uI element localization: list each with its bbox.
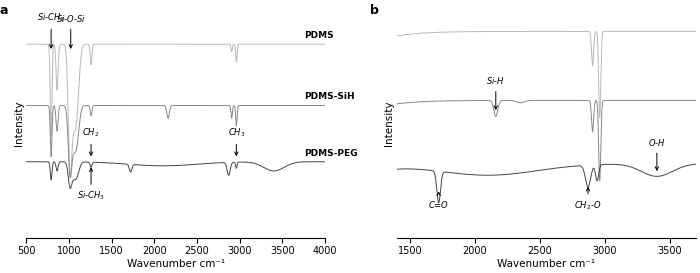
Text: $Si$-$CH_3$: $Si$-$CH_3$	[77, 168, 105, 202]
Text: a: a	[0, 4, 8, 17]
Text: $Si$-$O$-$Si$: $Si$-$O$-$Si$	[56, 13, 85, 48]
Text: $C$=$O$: $C$=$O$	[428, 192, 449, 210]
Text: $CH_2$-$O$: $CH_2$-$O$	[574, 188, 602, 212]
Text: $Si$-$CH_3$: $Si$-$CH_3$	[37, 11, 65, 48]
X-axis label: Wavenumber cm⁻¹: Wavenumber cm⁻¹	[127, 259, 225, 269]
Text: $CH_2$: $CH_2$	[83, 126, 99, 155]
Text: PDMS-SiH: PDMS-SiH	[304, 93, 354, 101]
Y-axis label: Intensity: Intensity	[384, 101, 394, 146]
Text: PDMS-PEG: PDMS-PEG	[304, 149, 357, 158]
Text: $CH_3$: $CH_3$	[228, 126, 245, 155]
X-axis label: Wavenumber cm⁻¹: Wavenumber cm⁻¹	[498, 259, 596, 269]
Text: $Si$-$H$: $Si$-$H$	[486, 75, 505, 109]
Y-axis label: Intensity: Intensity	[13, 101, 24, 146]
Text: $O$-$H$: $O$-$H$	[648, 136, 666, 170]
Text: b: b	[370, 4, 379, 17]
Text: PDMS: PDMS	[304, 31, 333, 40]
